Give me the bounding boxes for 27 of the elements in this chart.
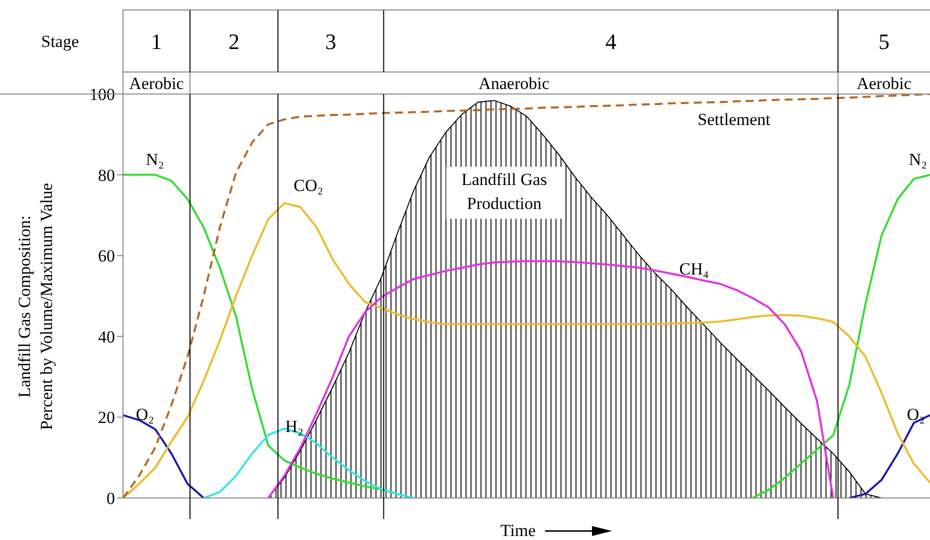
series-label: O₂: [906, 404, 926, 424]
series-label: N₂: [908, 150, 928, 169]
line-series: [751, 174, 930, 498]
series-label: H₂: [285, 416, 304, 436]
text: 3: [325, 29, 336, 54]
text: 1: [150, 29, 162, 54]
series-label: N₂: [146, 150, 164, 169]
text: Stage: [41, 32, 79, 51]
text: Anaerobic: [478, 74, 550, 93]
series-label: Settlement: [698, 110, 771, 129]
x-axis-title: Time: [500, 521, 536, 540]
text: 2: [228, 29, 240, 54]
series-label: O₂: [136, 404, 154, 424]
y-tick-label: 60: [98, 246, 115, 266]
text: Aerobic: [856, 74, 912, 93]
series-label: CH₄: [679, 259, 709, 278]
series-label: CO₂: [294, 176, 324, 195]
y-tick-label: 80: [98, 166, 115, 185]
text: 5: [878, 29, 890, 54]
y-tick-label: 20: [98, 408, 115, 428]
text: Aerobic: [129, 74, 184, 93]
line-series: [267, 260, 834, 498]
text: 4: [605, 29, 616, 54]
y-axis-title: Landfill Gas Composition: Percent by Volume/Maximum Value: [15, 183, 56, 430]
y-tick-label: 0: [106, 489, 115, 508]
series-label: Landfill Gas Production: [461, 170, 547, 213]
y-tick-label: 40: [98, 327, 115, 346]
